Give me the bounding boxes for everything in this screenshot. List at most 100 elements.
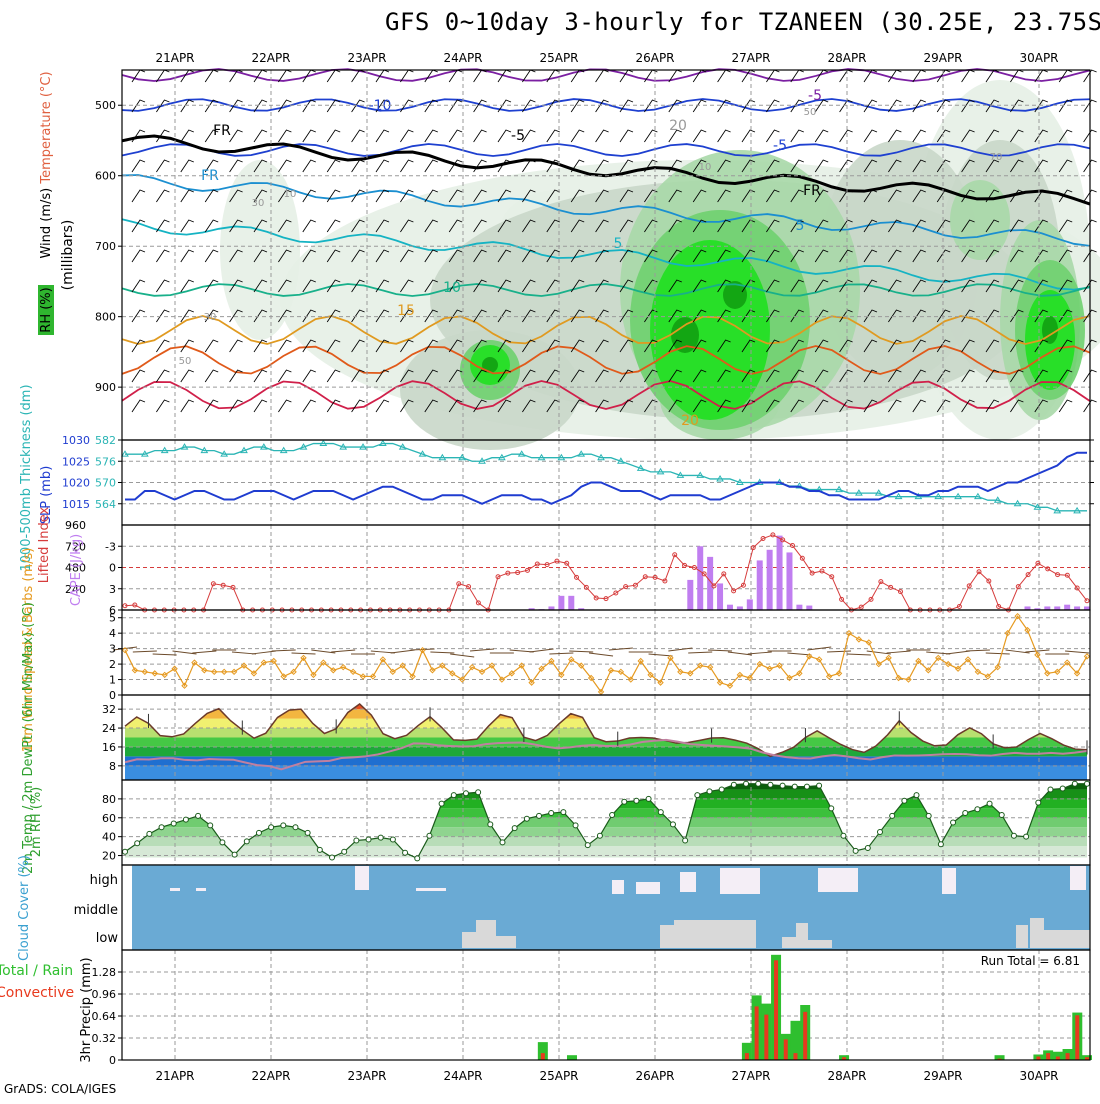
wind-barb [717, 279, 731, 293]
wind-speed-point [597, 688, 605, 696]
wind-barb [644, 189, 658, 203]
lifted-index-point [1035, 560, 1041, 566]
thickness-point [636, 464, 645, 471]
date-label-top: 26APR [635, 51, 674, 65]
wind-barb [644, 159, 658, 173]
rh-shade [950, 180, 1010, 260]
rh-point [304, 829, 311, 836]
wind-barb [961, 309, 975, 323]
rh-point [389, 836, 396, 843]
wind-barb [790, 249, 804, 263]
wind-barb [766, 369, 780, 383]
lifted-index-point [495, 574, 501, 580]
wind-barb [985, 129, 1000, 143]
wind-speed-point [806, 653, 813, 660]
wind-barb [863, 339, 878, 353]
lifted-index-point [220, 582, 226, 588]
cape-bar [707, 556, 714, 610]
wind-barb [229, 369, 243, 383]
rh-point [1035, 799, 1042, 806]
rain-convective-bar [793, 1053, 798, 1060]
lifted-index-point [544, 562, 550, 568]
wind-barb [569, 650, 594, 653]
temp-band [125, 718, 1087, 729]
wind-barb [570, 159, 585, 173]
contour-label: 5 [614, 236, 623, 252]
wind-barb [790, 369, 804, 383]
wind-barb [961, 279, 975, 293]
wind-barb [961, 219, 975, 233]
wind-barb [1010, 189, 1024, 203]
rh-shade [671, 317, 699, 353]
wind-barb [156, 99, 170, 113]
wind-speed-point [458, 676, 466, 683]
temp-band [125, 703, 1087, 710]
rh-point [1071, 780, 1078, 787]
wind-speed-point [726, 682, 734, 689]
wind-barb [351, 309, 365, 323]
wind-barb [668, 159, 682, 173]
wind-barb [814, 399, 829, 413]
wind-barb [351, 99, 365, 113]
wind-barb [351, 159, 365, 173]
wind-barb [424, 159, 438, 173]
wind-barb [985, 249, 1000, 263]
lifted-index-point [858, 604, 864, 610]
cape-bar [806, 605, 813, 610]
wind-barb [375, 189, 390, 203]
wind-barb [570, 309, 585, 323]
contour-label: 10 [284, 189, 297, 200]
wind-barb [863, 309, 878, 323]
wind-speed-point [478, 668, 486, 676]
rh-point [219, 839, 226, 846]
wind-barb [1065, 650, 1090, 654]
wind-barb [302, 339, 316, 353]
wind-barb [1005, 649, 1030, 654]
wind-barb [375, 309, 390, 323]
wind-speed-point [617, 668, 625, 676]
wind-speed-point [746, 674, 754, 682]
wind-barb [278, 99, 292, 113]
wind-barb [1083, 309, 1097, 323]
wind-barb [985, 339, 1000, 353]
wind-barb [253, 249, 268, 263]
wind-barb [961, 189, 975, 203]
rh-point [743, 780, 750, 787]
wind-barb [375, 99, 390, 113]
wind-barb [766, 279, 780, 293]
wind-speed-point [796, 670, 803, 677]
lifted-index-point [642, 574, 648, 580]
wind-barb [888, 399, 902, 413]
wind-barb [936, 249, 951, 263]
cloud-high-block [416, 888, 446, 891]
wind-barb [888, 129, 902, 143]
wind-barb [180, 339, 194, 353]
rh-point [353, 837, 360, 844]
rh-point [475, 789, 482, 796]
wind-speed-point [220, 668, 228, 676]
wind-barb [522, 339, 536, 353]
wind-speed-point [369, 673, 377, 680]
wind-barb [424, 249, 438, 263]
wind-barb [839, 279, 853, 293]
wind-barb [424, 339, 438, 353]
axis-label: SLP (mb) [39, 466, 54, 525]
tick-label: 4 [109, 627, 116, 640]
lifted-index-point [632, 582, 638, 588]
wind-barb [1058, 219, 1073, 233]
wind-barb [229, 189, 243, 203]
wind-barb [1083, 129, 1097, 143]
wind-speed-point [419, 646, 426, 654]
wind-barb [619, 309, 634, 323]
wind-barb [741, 159, 756, 173]
wind-barb [271, 649, 296, 652]
contour-label: -10 [369, 98, 392, 114]
wind-barb [1010, 369, 1024, 383]
wind-barb [1058, 249, 1073, 263]
wind-barb [668, 249, 682, 263]
wind-barb [331, 649, 356, 653]
contour-label: FR [201, 168, 219, 184]
wind-barb [688, 651, 713, 654]
wind-barb [473, 219, 487, 233]
lifted-index-point [809, 570, 815, 576]
